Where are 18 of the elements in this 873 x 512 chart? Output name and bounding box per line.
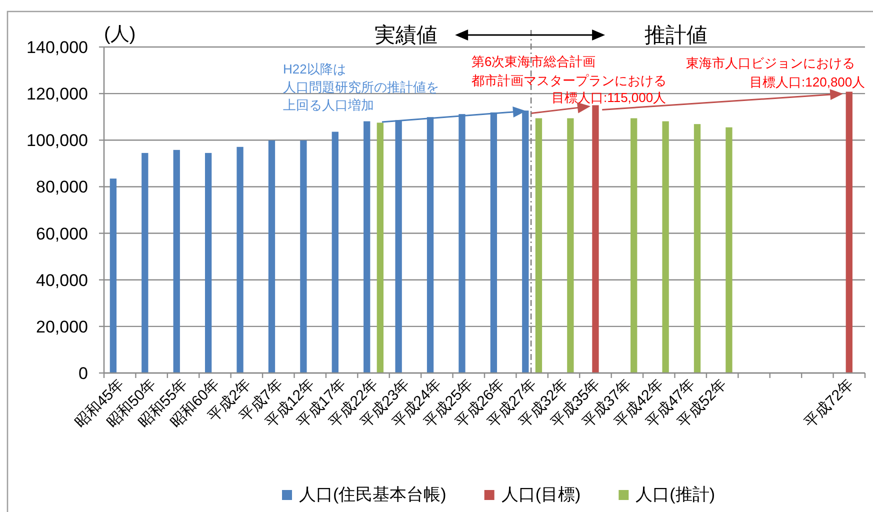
ytick-label: 80,000 [36,178,88,197]
ytick-label: 120,000 [26,84,88,104]
xtick-label: 平成72年 [801,376,857,432]
ytick-label: 0 [78,364,88,383]
legend-label: 人口(推計) [636,485,715,504]
ytick-label: 20,000 [36,317,88,336]
ytick-label: 140,000 [26,38,88,57]
annotation: 東海市人口ビジョンにおける目標人口:120,800人 [686,56,866,90]
ylabel: (人) [104,24,136,45]
legend-label: 人口(住民基本台帳) [299,485,446,504]
annotation: 推計値 [644,24,708,47]
legend-label: 人口(目標) [501,485,581,504]
annotation: 実績値 [374,24,438,47]
annotation: 第6次東海市総合計画都市計画マスタープランにおける目標人口:115,000人 [471,54,666,106]
ytick-label: 40,000 [36,270,88,290]
ytick-label: 60,000 [36,224,88,244]
ytick-label: 100,000 [26,131,88,150]
annotation: H22以降は人口問題研究所の推計値を上回る人口増加 [283,62,439,113]
